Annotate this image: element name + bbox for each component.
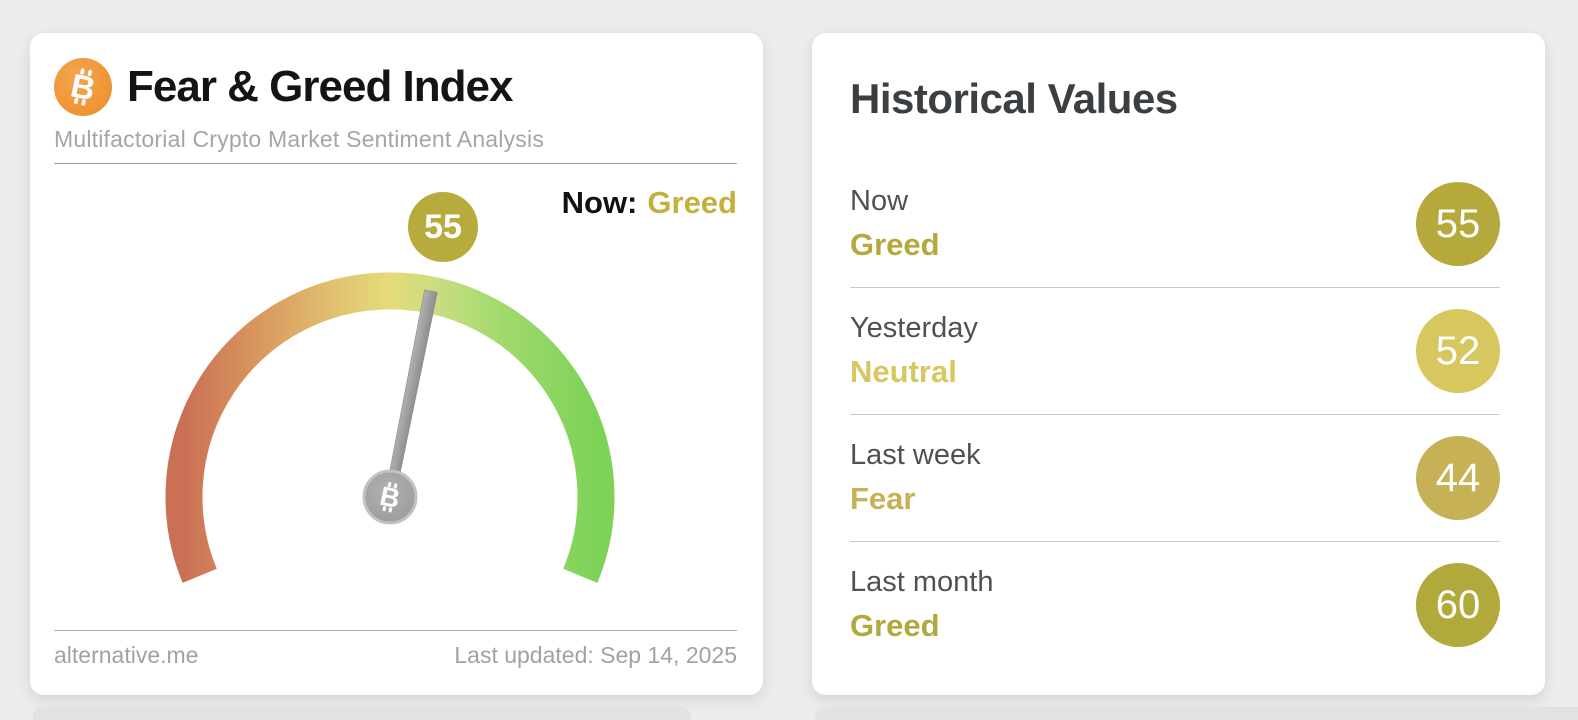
history-row-yesterday: Yesterday Neutral 52	[850, 288, 1500, 415]
below-fold-card-edge	[815, 707, 1578, 720]
row-label: Now	[850, 185, 909, 217]
fear-greed-header: B Fear & Greed Index Multifactorial Cryp…	[54, 58, 737, 153]
now-classification: Greed	[647, 185, 737, 220]
row-value-badge: 55	[1416, 182, 1500, 266]
footer-divider	[54, 630, 737, 631]
row-classification: Greed	[850, 608, 940, 643]
gauge-area: 55 Now: Greed	[30, 164, 763, 630]
gauge-hub	[362, 469, 418, 525]
header-divider	[54, 163, 737, 164]
history-row-last-week: Last week Fear 44	[850, 415, 1500, 542]
page-title: Fear & Greed Index	[127, 61, 513, 111]
historical-values-card: Historical Values Now Greed 55 Yesterday…	[812, 33, 1545, 695]
bitcoin-icon: B	[54, 58, 112, 116]
card-footer: alternative.me Last updated: Sep 14, 202…	[54, 642, 737, 669]
page-subtitle: Multifactorial Crypto Market Sentiment A…	[54, 126, 545, 152]
history-row-now: Now Greed 55	[850, 161, 1500, 288]
row-classification: Neutral	[850, 354, 957, 389]
now-label: Now:	[561, 185, 638, 220]
row-value-badge: 44	[1416, 436, 1500, 520]
historical-values-title: Historical Values	[850, 75, 1178, 122]
row-value-badge: 60	[1416, 563, 1500, 647]
source-link[interactable]: alternative.me	[54, 642, 199, 668]
row-value-badge: 52	[1416, 309, 1500, 393]
row-label: Last week	[850, 439, 981, 471]
last-updated-text: Last updated: Sep 14, 2025	[454, 642, 737, 668]
below-fold-card-edge	[33, 707, 691, 720]
gauge-value-bubble: 55	[408, 192, 478, 262]
row-classification: Fear	[850, 481, 916, 516]
gauge-arc	[165, 272, 615, 583]
historical-values-list: Now Greed 55 Yesterday Neutral 52 Last w…	[850, 161, 1500, 668]
now-classification-line: Now: Greed	[562, 185, 737, 221]
row-label: Yesterday	[850, 312, 978, 344]
row-classification: Greed	[850, 227, 940, 262]
row-label: Last month	[850, 566, 994, 598]
fear-greed-card: B Fear & Greed Index Multifactorial Cryp…	[30, 33, 763, 695]
gauge-chart: B	[165, 272, 615, 583]
history-row-last-month: Last month Greed 60	[850, 542, 1500, 668]
